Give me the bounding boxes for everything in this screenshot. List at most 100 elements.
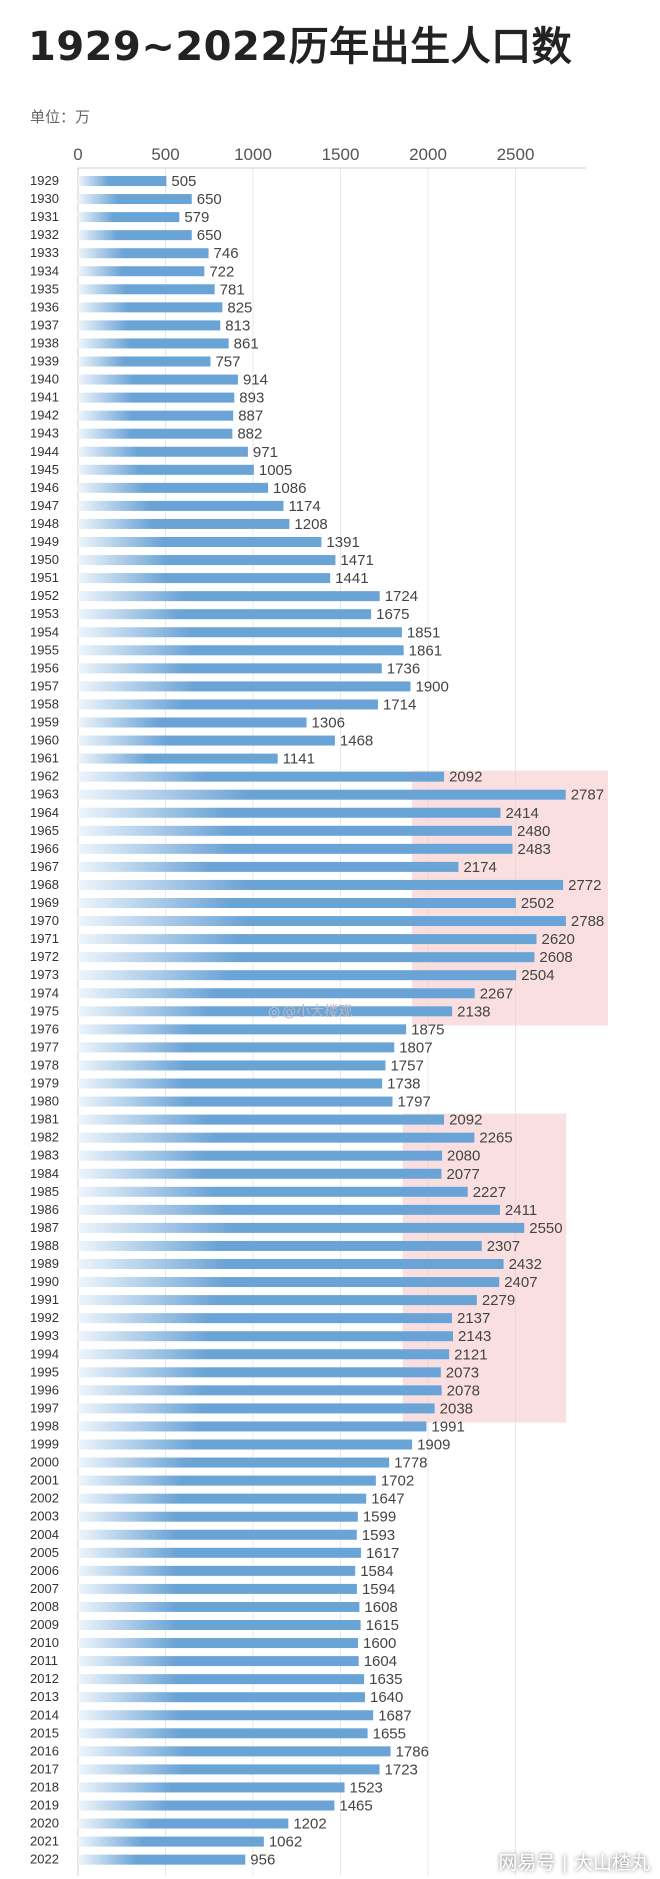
value-label: 2502 bbox=[521, 895, 554, 912]
year-label: 1960 bbox=[30, 733, 59, 748]
value-label: 2077 bbox=[446, 1166, 479, 1183]
year-label: 1964 bbox=[30, 805, 59, 820]
bar bbox=[78, 717, 307, 728]
value-label: 1594 bbox=[362, 1581, 395, 1598]
value-label: 1608 bbox=[364, 1599, 397, 1616]
year-label: 1972 bbox=[30, 949, 59, 964]
bar bbox=[78, 1096, 393, 1107]
year-label: 2003 bbox=[30, 1509, 59, 1524]
year-label: 1933 bbox=[30, 245, 59, 260]
value-label: 813 bbox=[225, 317, 250, 334]
year-label: 1995 bbox=[30, 1364, 59, 1379]
year-label: 1994 bbox=[30, 1346, 59, 1361]
value-label: 1523 bbox=[350, 1779, 383, 1796]
watermark-text: @小大楼观 bbox=[282, 1004, 353, 1020]
year-label: 1968 bbox=[30, 877, 59, 892]
bar bbox=[78, 248, 209, 259]
year-label: 1954 bbox=[30, 624, 59, 639]
bar bbox=[78, 609, 372, 620]
bar bbox=[78, 591, 380, 602]
value-label: 1635 bbox=[369, 1671, 402, 1688]
bar bbox=[78, 1186, 468, 1197]
bar bbox=[78, 1836, 264, 1847]
bar bbox=[78, 1331, 454, 1342]
footer-credit: 网易号 | 大山楂丸 bbox=[498, 1852, 650, 1874]
bar bbox=[78, 338, 229, 349]
year-label: 1962 bbox=[30, 769, 59, 784]
x-tick-label: 1500 bbox=[322, 145, 360, 164]
year-label: 1949 bbox=[30, 534, 59, 549]
value-label: 2772 bbox=[568, 877, 601, 894]
bar bbox=[78, 1222, 525, 1233]
bar bbox=[78, 627, 402, 638]
year-label: 1986 bbox=[30, 1202, 59, 1217]
value-label: 1640 bbox=[370, 1689, 403, 1706]
bar bbox=[78, 1367, 441, 1378]
value-label: 2432 bbox=[509, 1256, 542, 1273]
weibo-logo-icon: ◎ bbox=[268, 1004, 281, 1020]
year-label: 2007 bbox=[30, 1581, 59, 1596]
bar bbox=[78, 537, 322, 547]
year-label: 1942 bbox=[30, 408, 59, 423]
year-label: 1950 bbox=[30, 552, 59, 567]
year-label: 1932 bbox=[30, 227, 59, 242]
value-label: 1617 bbox=[366, 1545, 399, 1562]
value-label: 2080 bbox=[447, 1148, 480, 1165]
bar bbox=[78, 176, 167, 186]
value-label: 2073 bbox=[446, 1364, 479, 1381]
bar bbox=[78, 482, 269, 493]
bar bbox=[78, 807, 501, 818]
value-label: 914 bbox=[243, 372, 268, 389]
bar bbox=[78, 555, 336, 566]
year-label: 1987 bbox=[30, 1220, 59, 1235]
year-label: 1961 bbox=[30, 751, 59, 766]
bar bbox=[78, 1349, 450, 1360]
bar bbox=[78, 284, 215, 295]
year-label: 2020 bbox=[30, 1816, 59, 1831]
bar bbox=[78, 446, 248, 457]
bar bbox=[78, 230, 192, 241]
bar bbox=[78, 1800, 335, 1811]
bar bbox=[78, 1385, 442, 1396]
year-label: 2019 bbox=[30, 1798, 59, 1813]
year-label: 2013 bbox=[30, 1689, 59, 1704]
bar bbox=[78, 356, 211, 367]
year-label: 1958 bbox=[30, 696, 59, 711]
value-label: 2414 bbox=[505, 805, 538, 822]
value-label: 1851 bbox=[407, 624, 440, 641]
value-label: 1391 bbox=[326, 534, 359, 551]
year-label: 1990 bbox=[30, 1274, 59, 1289]
year-label: 1938 bbox=[30, 335, 59, 350]
x-tick-label: 2000 bbox=[409, 145, 447, 164]
bar bbox=[78, 916, 566, 927]
value-label: 2092 bbox=[449, 1112, 482, 1129]
bar bbox=[78, 1132, 475, 1143]
year-label: 1955 bbox=[30, 642, 59, 657]
bar bbox=[78, 663, 382, 674]
year-label: 1957 bbox=[30, 678, 59, 693]
bar bbox=[78, 843, 513, 854]
year-label: 1966 bbox=[30, 841, 59, 856]
value-label: 1062 bbox=[269, 1834, 302, 1851]
value-label: 1861 bbox=[409, 642, 442, 659]
bar bbox=[78, 1060, 386, 1071]
value-label: 1208 bbox=[294, 516, 327, 533]
value-label: 2092 bbox=[449, 769, 482, 786]
year-label: 2016 bbox=[30, 1743, 59, 1758]
year-label: 1983 bbox=[30, 1148, 59, 1163]
value-label: 1600 bbox=[363, 1635, 396, 1652]
bar bbox=[78, 374, 238, 385]
bar bbox=[78, 952, 535, 963]
year-label: 1980 bbox=[30, 1094, 59, 1109]
year-label: 1969 bbox=[30, 895, 59, 910]
unit-label: 单位：万 bbox=[30, 108, 91, 126]
bar bbox=[78, 934, 537, 945]
value-label: 1757 bbox=[390, 1057, 423, 1074]
bar bbox=[78, 645, 404, 656]
value-label: 1599 bbox=[363, 1509, 396, 1526]
bar bbox=[78, 392, 235, 403]
value-label: 1991 bbox=[431, 1418, 464, 1435]
value-label: 1584 bbox=[360, 1563, 393, 1580]
value-label: 893 bbox=[239, 390, 264, 407]
bar bbox=[78, 1114, 445, 1125]
